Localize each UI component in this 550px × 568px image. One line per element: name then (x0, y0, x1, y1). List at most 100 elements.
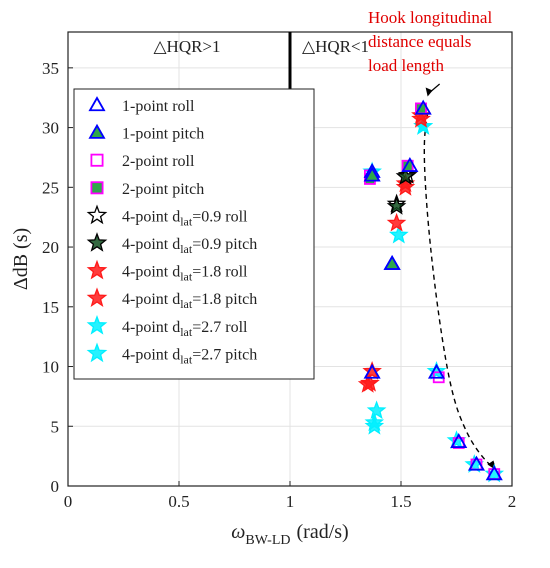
data-point (426, 360, 447, 380)
legend-label-rest: =1.8 pitch (192, 291, 257, 308)
y-tick-label: 0 (51, 477, 60, 496)
trend-curve (423, 113, 497, 472)
data-point (395, 176, 416, 196)
region-label-left: △HQR>1 (153, 37, 220, 56)
annotation: Hook longitudinal distance equals load len… (368, 8, 492, 97)
data-point (401, 156, 419, 172)
x-axis-label-symbol: ω (231, 521, 245, 543)
y-tick-label: 35 (42, 59, 59, 78)
x-tick-label: 0 (64, 492, 73, 511)
legend-label-main: 4-point d (122, 319, 180, 336)
data-point (386, 196, 407, 215)
legend-label: 1-point pitch (122, 126, 204, 143)
legend-label-rest: =0.9 pitch (192, 236, 257, 253)
data-point (386, 212, 407, 232)
data-points (357, 99, 505, 483)
legend-label-main: 4-point d (122, 236, 180, 253)
legend-item: 2-point roll (90, 153, 195, 170)
legend-label-main: 4-point d (122, 208, 180, 225)
legend-item: 4-point dlat=2.7 roll (86, 314, 248, 339)
legend-label: 2-point roll (122, 153, 195, 170)
legend-label-sub: lat (180, 270, 193, 284)
legend-item: 1-point roll (88, 96, 195, 115)
legend-label-rest: =2.7 pitch (192, 346, 257, 363)
x-tick-label: 1.5 (390, 492, 411, 511)
data-point (388, 224, 409, 244)
legend-marker (86, 232, 108, 252)
regions: △HQR>1 △HQR<1 (153, 32, 369, 90)
y-tick-label: 15 (42, 298, 59, 317)
y-tick-label: 5 (51, 417, 60, 436)
data-point (362, 360, 382, 380)
legend-label-sub: lat (180, 214, 193, 228)
data-point (414, 99, 432, 115)
legend-marker (90, 153, 104, 167)
legend-label-sub: lat (180, 297, 193, 311)
data-point (364, 412, 385, 432)
legend-label: 4-point dlat=0.9 roll (122, 208, 248, 228)
legend-item: 4-point dlat=1.8 pitch (86, 287, 257, 311)
annotation-arrowhead (425, 87, 433, 97)
y-tick-label: 20 (42, 238, 59, 257)
legend-item: 4-point dlat=0.9 roll (86, 204, 248, 228)
data-point (467, 455, 486, 471)
legend-box (73, 88, 315, 380)
legend-label-rest: =1.8 roll (192, 264, 248, 281)
legend-item: 4-point dlat=1.8 roll (86, 259, 248, 284)
legend-label: 4-point dlat=1.8 pitch (122, 291, 257, 311)
legend-label-main: 4-point d (122, 346, 180, 363)
legend-label: 4-point dlat=2.7 pitch (122, 346, 257, 366)
legend-label-rest: =0.9 roll (192, 208, 248, 225)
legend-label-main: 4-point d (122, 291, 180, 308)
data-point (363, 166, 381, 182)
annotation-line: distance equals (368, 32, 471, 51)
legend-item: 4-point dlat=2.7 pitch (86, 342, 257, 366)
legend-label-sub: lat (180, 325, 193, 339)
legend-item: 4-point dlat=0.9 pitch (86, 232, 257, 256)
legend-item: 1-point pitch (88, 123, 204, 143)
legend-label: 4-point dlat=0.9 pitch (122, 236, 257, 256)
data-point (450, 432, 468, 448)
y-tick-label: 25 (42, 178, 59, 197)
x-tick-label: 2 (508, 492, 517, 511)
legend-label: 2-point pitch (122, 181, 204, 198)
y-tick-label: 30 (42, 119, 59, 138)
legend-marker (86, 287, 108, 308)
data-point (363, 363, 381, 379)
legend-label: 4-point dlat=2.7 roll (122, 319, 248, 339)
legend-marker (86, 314, 108, 335)
data-point (360, 372, 380, 392)
data-point (411, 108, 431, 128)
data-point (484, 463, 505, 483)
x-axis-label-subscript: BW-LD (245, 533, 290, 548)
legend-marker (86, 259, 108, 280)
y-tick-label: 10 (42, 358, 59, 377)
x-axis-label: ωBW-LD (rad/s) (231, 521, 348, 548)
data-point (485, 465, 503, 481)
data-point (427, 363, 446, 379)
legend-label: 1-point roll (122, 98, 195, 115)
x-tick-label: 1 (286, 492, 295, 511)
annotation-line: Hook longitudinal (368, 8, 492, 27)
legend-label-main: 4-point d (122, 264, 180, 281)
legend-label-sub: lat (180, 352, 193, 366)
legend-marker (90, 181, 104, 195)
annotation-line: load length (368, 56, 445, 75)
x-tick-label: 0.5 (168, 492, 189, 511)
y-axis-label: ΔdB (s) (10, 228, 32, 290)
legend-marker (88, 96, 106, 112)
legend-item: 2-point pitch (90, 181, 204, 198)
trend-curve-group (423, 113, 497, 472)
legend-marker (88, 123, 106, 139)
data-point (395, 166, 416, 185)
x-axis-label-unit: (rad/s) (297, 521, 349, 543)
legend-marker (86, 342, 108, 363)
legend-label-rest: =2.7 roll (192, 319, 248, 336)
legend-label: 4-point dlat=1.8 roll (122, 264, 248, 284)
data-point (366, 400, 387, 420)
legend-marker (86, 204, 108, 225)
data-point (464, 454, 485, 473)
